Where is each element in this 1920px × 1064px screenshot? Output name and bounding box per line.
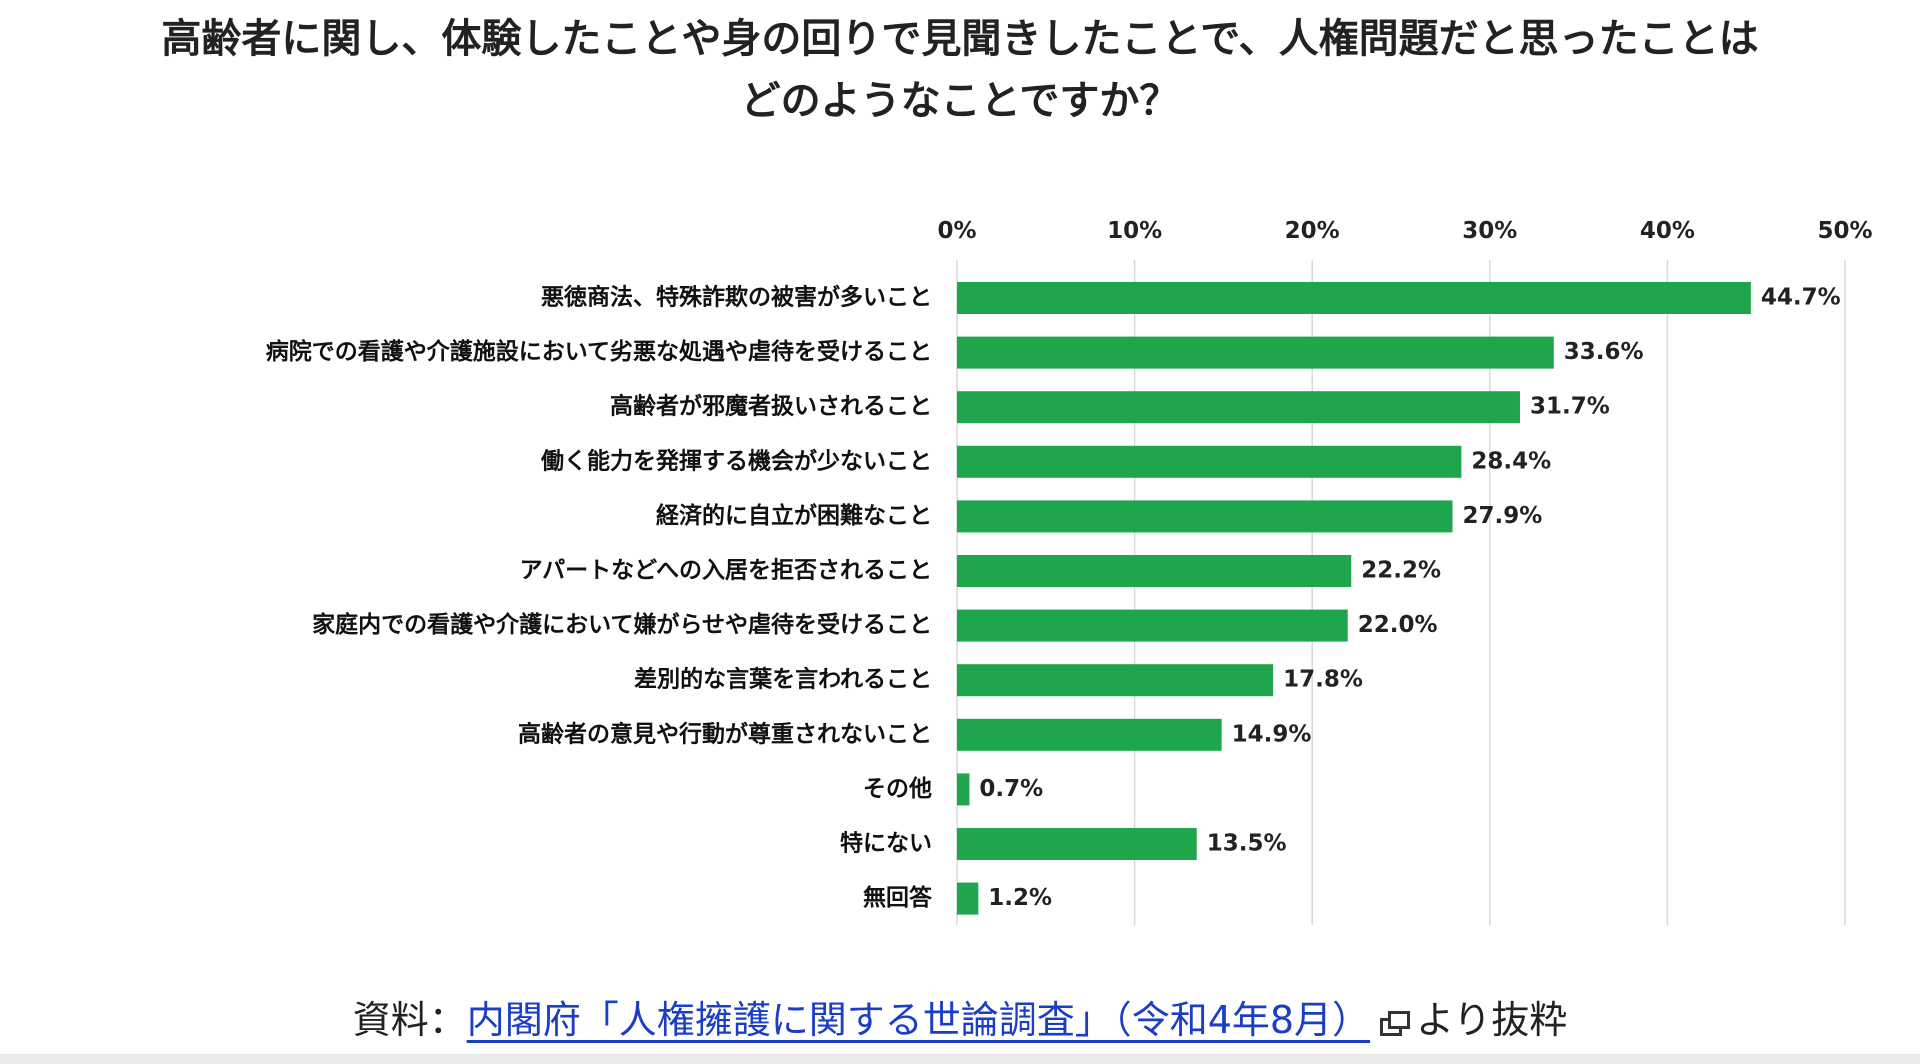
data-label: 33.6% (1564, 339, 1644, 365)
category-label: 差別的な言葉を言われること (634, 666, 932, 693)
category-label: 病院での看護や介護施設において劣悪な処遇や虐待を受けること (266, 338, 932, 365)
data-label: 31.7% (1530, 394, 1610, 420)
category-label: 悪徳商法、特殊詐欺の被害が多いこと (541, 284, 932, 311)
data-label: 22.2% (1361, 558, 1441, 584)
category-label: その他 (863, 776, 932, 802)
x-tick-label: 20% (1285, 218, 1340, 244)
bar (957, 828, 1197, 860)
bar-chart: 0% 10% 20% 30% 40% 50% 悪徳商法、特殊詐欺の被害が多いこと 44.7% 病… (266, 218, 1873, 925)
bar (957, 609, 1348, 642)
data-label: 14.9% (1232, 721, 1312, 747)
bar (957, 336, 1554, 369)
external-link-icon[interactable] (1380, 1011, 1411, 1036)
bar (957, 282, 1751, 314)
chart-title-line-2: どのようなことですか？ (740, 78, 1180, 124)
category-label: アパートなどへの入居を拒否されること (520, 558, 932, 584)
x-tick-label: 30% (1462, 218, 1517, 244)
chart-title: 高齢者に関し、体験したことや身の回りで見聞きしたことで、人権問題だと思ったことは… (0, 8, 1920, 132)
bar (957, 445, 1462, 478)
bar (957, 555, 1352, 587)
bar (957, 500, 1453, 533)
data-label: 1.2% (988, 885, 1052, 911)
bar (957, 664, 1274, 697)
data-label: 27.9% (1463, 503, 1543, 529)
data-label: 44.7% (1761, 285, 1841, 311)
category-label: 特にない (840, 831, 932, 857)
bar (957, 882, 979, 915)
category-label: 家庭内での看護や介護において嫌がらせや虐待を受けること (312, 611, 932, 638)
x-tick-label: 40% (1640, 218, 1695, 244)
x-tick-label: 10% (1107, 218, 1162, 244)
category-label: 高齢者の意見や行動が尊重されないこと (518, 720, 932, 747)
bar (957, 773, 970, 806)
bar (957, 391, 1520, 424)
data-label: 17.8% (1283, 667, 1363, 693)
chart-title-line-1: 高齢者に関し、体験したことや身の回りで見聞きしたことで、人権問題だと思ったことは (161, 16, 1759, 62)
bar (957, 718, 1222, 751)
data-label: 28.4% (1471, 448, 1551, 474)
category-label: 経済的に自立が困難なこと (656, 502, 932, 529)
category-label: 高齢者が邪魔者扱いされること (610, 393, 932, 420)
data-label: 13.5% (1207, 831, 1287, 857)
source-prefix: 資料： (352, 998, 467, 1042)
data-label: 22.0% (1358, 612, 1438, 638)
source-citation: 資料：内閣府「人権擁護に関する世論調査」（令和4年8月） より抜粋 (0, 992, 1920, 1048)
source-suffix: より抜粋 (1416, 998, 1568, 1042)
category-label: 働く能力を発揮する機会が少ないこと (540, 447, 932, 474)
x-tick-label: 50% (1817, 218, 1872, 244)
window-bottom-edge (0, 1054, 1920, 1064)
data-label: 0.7% (979, 776, 1043, 802)
source-link[interactable]: 内閣府「人権擁護に関する世論調査」（令和4年8月） (466, 998, 1371, 1042)
category-label: 無回答 (863, 884, 933, 911)
x-tick-label: 0% (937, 218, 976, 244)
